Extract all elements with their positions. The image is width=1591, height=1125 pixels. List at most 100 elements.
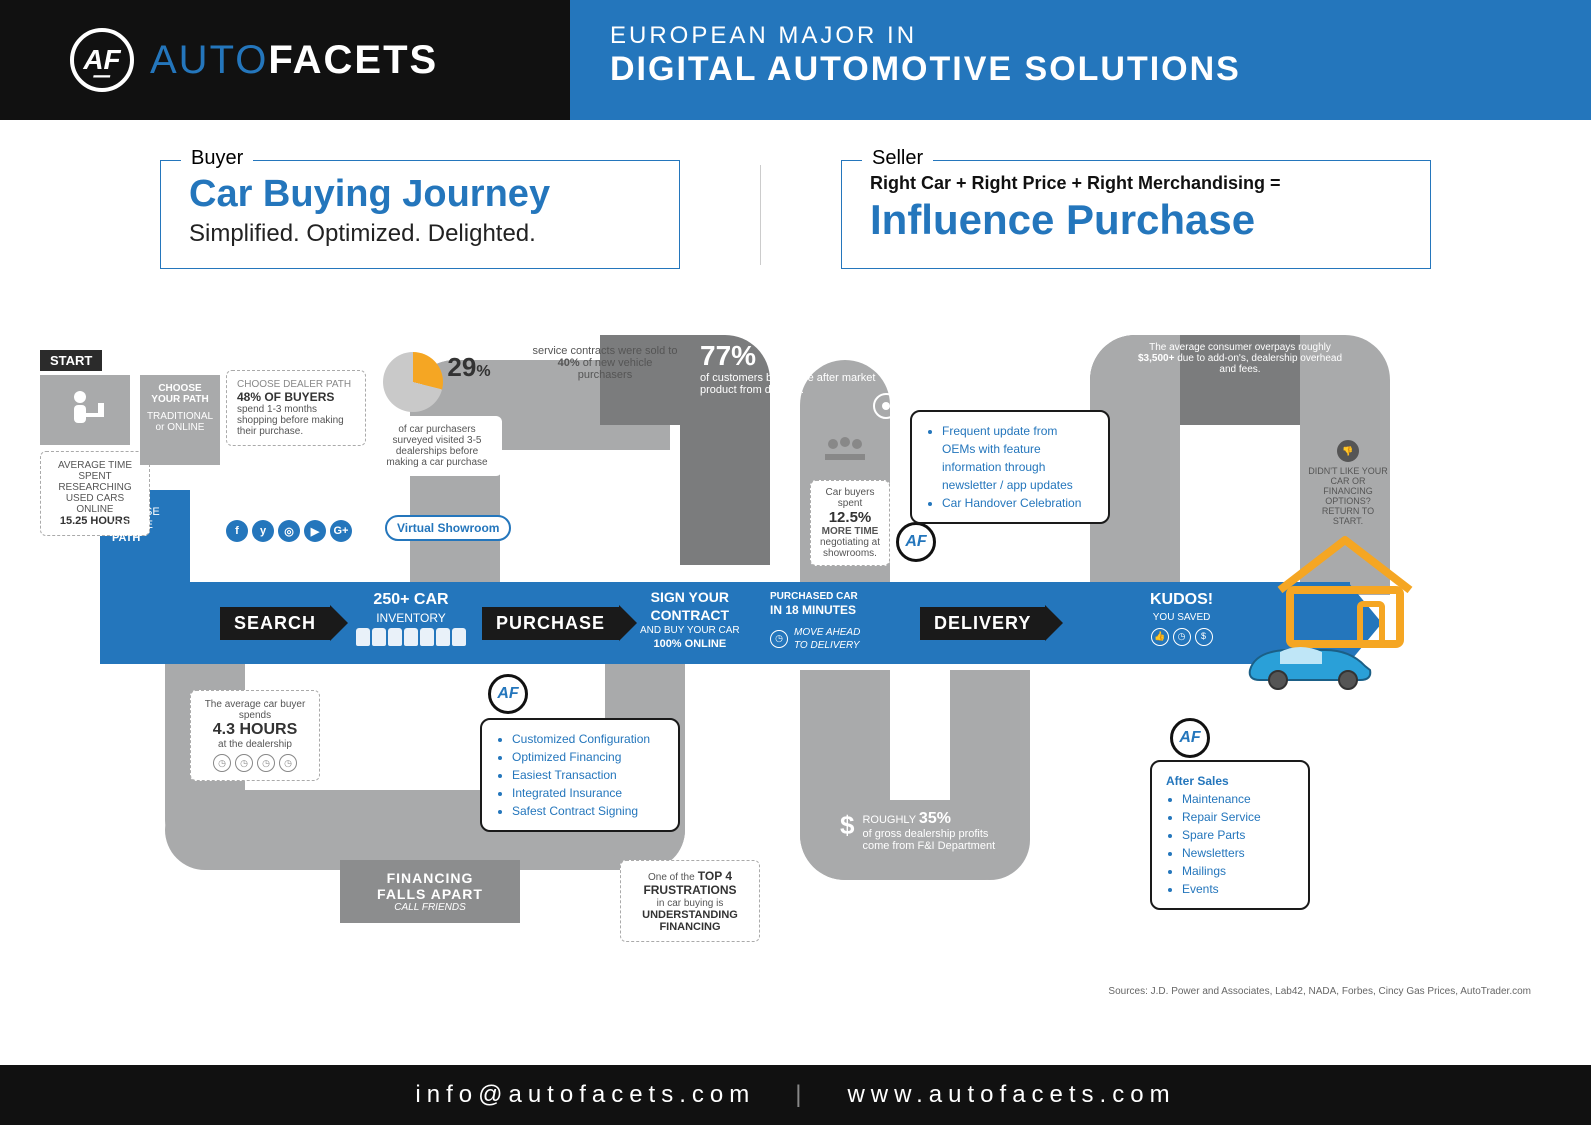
brand-logo: A͟F AUTOFACETS — [70, 28, 438, 92]
dealer-path-box: CHOOSE DEALER PATH 48% OF BUYERS spend 1… — [226, 370, 366, 446]
fni-lead: ROUGHLY — [862, 814, 915, 826]
inventory-label: INVENTORY — [356, 611, 466, 627]
neg-tail: negotiating at showrooms. — [815, 537, 885, 559]
online-l3: PATH — [112, 532, 160, 545]
oem-callout: Frequent update from OEMs with feature i… — [910, 410, 1110, 524]
frustration-box: One of the TOP 4 FRUSTRATIONS in car buy… — [620, 860, 760, 942]
page: A͟F AUTOFACETS EUROPEAN MAJOR IN DIGITAL… — [0, 0, 1591, 1125]
twitter-icon[interactable]: y — [252, 520, 274, 542]
stage-search: SEARCH — [220, 605, 348, 641]
pie-caption: of car purchasers surveyed visited 3-5 d… — [372, 416, 502, 476]
after-sales-title: After Sales — [1166, 772, 1294, 790]
purchase-features-callout: Customized Configuration Optimized Finan… — [480, 718, 680, 832]
after-sales-item: Events — [1182, 880, 1294, 898]
after-sales-item: Maintenance — [1182, 790, 1294, 808]
kudos-l1: KUDOS! — [1150, 590, 1213, 611]
logo-thin: AUTO — [150, 38, 268, 82]
aftermarket-stat: 77% of customers buy some after market p… — [700, 340, 890, 396]
buyer-subtitle: Simplified. Optimized. Delighted. — [189, 220, 651, 248]
clock-icon: ◷ — [770, 630, 788, 648]
instagram-icon[interactable]: ◎ — [278, 520, 300, 542]
title-row: Buyer Car Buying Journey Simplified. Opt… — [60, 160, 1531, 269]
google-plus-icon[interactable]: G+ — [330, 520, 352, 542]
oem-list: Frequent update from OEMs with feature i… — [926, 422, 1094, 512]
main: Buyer Car Buying Journey Simplified. Opt… — [0, 120, 1591, 1065]
footer-email[interactable]: info@autofacets.com — [415, 1081, 755, 1109]
aftermarket-body: of customers buy some after market produ… — [700, 372, 890, 396]
after-sales-item: Repair Service — [1182, 808, 1294, 826]
pie-chart-icon — [383, 352, 443, 412]
stage-delivery: DELIVERY — [920, 605, 1063, 641]
seller-legend: Seller — [862, 147, 933, 170]
footer-url[interactable]: www.autofacets.com — [847, 1081, 1175, 1109]
clock-icon: ◷ — [235, 754, 253, 772]
stage-delivery-label: DELIVERY — [920, 607, 1045, 640]
fin-l1: FINANCING — [346, 870, 514, 886]
stage-search-label: SEARCH — [220, 607, 330, 640]
oem-item: Frequent update from OEMs with feature i… — [942, 422, 1094, 494]
virtual-showroom-pill[interactable]: Virtual Showroom — [385, 515, 511, 541]
fin-sub: CALL FRIENDS — [346, 902, 514, 913]
didnt-like-text: DIDN'T LIKE YOUR CAR OR FINANCING OPTION… — [1308, 466, 1388, 526]
buyer-title: Car Buying Journey — [189, 173, 651, 216]
dealer-path-body: spend 1-3 months shopping before making … — [237, 404, 355, 437]
sign-l4: 100% ONLINE — [640, 637, 740, 651]
dealership-time-box: The average car buyer spends 4.3 HOURS a… — [190, 690, 320, 781]
online-l1: CHOOSE — [112, 506, 160, 519]
dealer-path-stat: 48% OF BUYERS — [237, 390, 355, 404]
dt-value: 4.3 HOURS — [201, 721, 309, 739]
svc-post: of new vehicle purchasers — [578, 357, 653, 381]
journey-canvas: START AVERAGE TIME SPENT RESEARCHING USE… — [40, 320, 1551, 1005]
purchase-features-list: Customized Configuration Optimized Finan… — [496, 730, 664, 820]
person-laptop-icon — [60, 385, 110, 435]
footer-separator: | — [795, 1081, 807, 1109]
brand-mark-mini: AF — [896, 522, 936, 562]
fni-body: of gross dealership profits come from F&… — [862, 828, 995, 852]
aftermarket-pct: 77% — [700, 340, 890, 372]
pie-pct-suffix: % — [476, 363, 490, 380]
brand-mark-mini: AF — [1170, 718, 1210, 758]
dt-tail: at the dealership — [201, 739, 309, 750]
seller-panel: Seller Right Car + Right Price + Right M… — [841, 160, 1431, 269]
overpay-tail: due to add-on's, dealership overhead and… — [1177, 353, 1342, 375]
financing-panel: FINANCING FALLS APART CALL FRIENDS — [340, 860, 520, 923]
neg-lead: Car buyers spent — [815, 487, 885, 509]
wheel-icon — [872, 392, 900, 420]
social-icons: f y ◎ ▶ G+ — [226, 520, 352, 542]
start-label: START — [40, 350, 102, 371]
choose-path-sub: TRADITIONAL or ONLINE — [144, 411, 216, 433]
footer: info@autofacets.com | www.autofacets.com — [0, 1065, 1591, 1125]
fr-bold2: UNDERSTANDING FINANCING — [642, 909, 738, 933]
logo-mark-icon: A͟F — [70, 28, 134, 92]
facebook-icon[interactable]: f — [226, 520, 248, 542]
overpay-stat: The average consumer overpays roughly $3… — [1130, 342, 1350, 375]
after-sales-item: Spare Parts — [1182, 826, 1294, 844]
arrow-icon — [1045, 605, 1063, 641]
dollar-icon: $ — [1195, 628, 1213, 646]
clock-icon: ◷ — [279, 754, 297, 772]
dollar-icon: $ — [840, 810, 854, 841]
purchased-move: ◷ MOVE AHEAD TO DELIVERY — [770, 626, 874, 652]
after-sales-callout: After Sales Maintenance Repair Service S… — [1150, 760, 1310, 910]
feature-item: Integrated Insurance — [512, 784, 664, 802]
start-icon-tile — [40, 375, 130, 445]
kudos-block: KUDOS! YOU SAVED 👍 ◷ $ — [1150, 590, 1213, 646]
header-right: EUROPEAN MAJOR IN DIGITAL AUTOMOTIVE SOL… — [570, 0, 1591, 120]
clock-icon: ◷ — [1173, 628, 1191, 646]
fni-stat: $ ROUGHLY 35% of gross dealership profit… — [840, 810, 1010, 852]
inventory-cars-icon — [356, 628, 466, 646]
pie-pct: 29 — [447, 352, 476, 382]
kudos-l2: YOU SAVED — [1150, 611, 1213, 624]
youtube-icon[interactable]: ▶ — [304, 520, 326, 542]
overpay-lead: The average consumer overpays roughly — [1149, 342, 1331, 353]
clock-icon: ◷ — [213, 754, 231, 772]
dealer-path-title: CHOOSE DEALER PATH — [237, 379, 355, 390]
purchased-l3: MOVE AHEAD TO DELIVERY — [794, 626, 874, 652]
feature-item: Customized Configuration — [512, 730, 664, 748]
after-sales-item: Mailings — [1182, 862, 1294, 880]
didnt-like-block: 👎 DIDN'T LIKE YOUR CAR OR FINANCING OPTI… — [1308, 440, 1388, 526]
stage-purchase-label: PURCHASE — [482, 607, 619, 640]
fr-lead: One of the — [648, 872, 695, 883]
sign-l1: SIGN YOUR — [640, 588, 740, 606]
header-left: A͟F AUTOFACETS — [0, 0, 570, 120]
